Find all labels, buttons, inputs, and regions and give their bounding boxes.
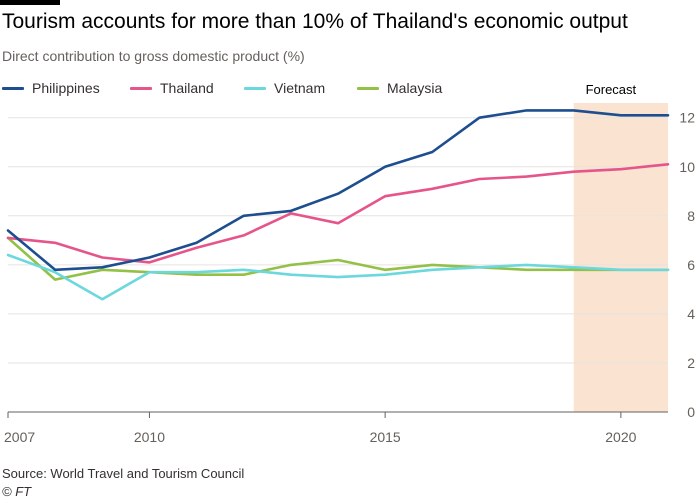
legend-swatch-philippines <box>2 86 24 90</box>
legend-item-philippines: Philippines <box>2 80 100 96</box>
grid-layer <box>8 117 668 413</box>
legend-label-vietnam: Vietnam <box>274 80 326 96</box>
source-note: Source: World Travel and Tourism Council <box>2 466 245 481</box>
y-tick-label: 6 <box>687 257 695 273</box>
chart-title: Tourism accounts for more than 10% of Th… <box>2 10 628 33</box>
chart-subtitle: Direct contribution to gross domestic pr… <box>2 48 305 64</box>
legend-swatch-malaysia <box>357 86 379 90</box>
x-tick-label: 2020 <box>605 429 636 445</box>
legend-label-thailand: Thailand <box>160 80 214 96</box>
brand-bar <box>0 0 60 5</box>
legend-label-malaysia: Malaysia <box>387 80 443 96</box>
forecast-layer: Forecast <box>573 82 668 412</box>
legend-label-philippines: Philippines <box>32 80 100 96</box>
legend-swatch-thailand <box>130 86 152 90</box>
legend: Philippines Thailand Vietnam Malaysia <box>0 80 520 98</box>
legend-item-malaysia: Malaysia <box>357 80 442 96</box>
y-tick-label: 0 <box>687 404 695 420</box>
x-tick-label: 2015 <box>370 429 401 445</box>
y-tick-label: 12 <box>679 110 695 126</box>
legend-swatch-vietnam <box>244 86 266 90</box>
series-line-vietnam <box>6 253 670 301</box>
forecast-label: Forecast <box>586 82 637 97</box>
axis-layer: 0 2 4 6 8 10 12 2007 2010 2015 2020 <box>4 110 695 445</box>
y-tick-label: 2 <box>687 355 695 371</box>
x-tick-label: 2007 <box>4 429 35 445</box>
y-tick-label: 10 <box>679 159 695 175</box>
legend-item-thailand: Thailand <box>130 80 214 96</box>
x-tick-label: 2010 <box>134 429 165 445</box>
y-tick-label: 4 <box>687 306 695 322</box>
legend-item-vietnam: Vietnam <box>244 80 325 96</box>
credit-note: © FT <box>2 484 32 499</box>
series-line-philippines <box>6 109 670 272</box>
series-line-malaysia <box>6 236 670 281</box>
forecast-band <box>573 103 668 412</box>
series-line-thailand <box>6 163 670 264</box>
series-layer <box>6 109 670 301</box>
y-tick-label: 8 <box>687 208 695 224</box>
